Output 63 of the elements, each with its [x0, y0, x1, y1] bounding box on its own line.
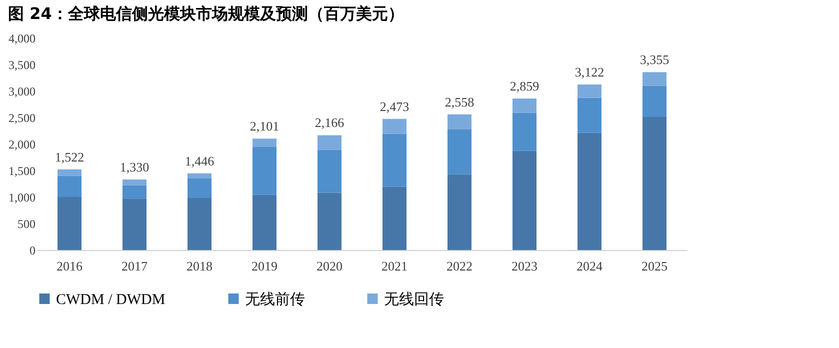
bar — [188, 178, 212, 198]
bar — [252, 146, 276, 195]
legend-label: 无线回传 — [384, 290, 444, 308]
bar — [578, 132, 602, 250]
bar — [642, 86, 666, 117]
x-tick-label: 2016 — [56, 258, 83, 274]
total-label: 2,166 — [314, 115, 345, 130]
legend-label: CWDM / DWDM — [56, 292, 166, 308]
y-tick-label: 2,000 — [8, 138, 36, 152]
total-label: 2,558 — [444, 94, 474, 110]
bar — [382, 118, 406, 134]
y-tick-label: 1,000 — [8, 190, 36, 204]
y-tick-label: 500 — [18, 217, 36, 231]
bar — [512, 98, 536, 113]
x-tick-label: 2024 — [576, 258, 603, 274]
total-label: 1,446 — [184, 153, 215, 168]
bar — [448, 174, 472, 250]
bar — [318, 135, 342, 150]
bar — [382, 186, 406, 250]
x-tick-label: 2019 — [252, 258, 278, 274]
bar — [642, 72, 666, 86]
bar — [58, 169, 82, 176]
bar — [318, 192, 342, 250]
bar — [252, 138, 276, 147]
bar — [512, 150, 536, 250]
x-tick-label: 2020 — [316, 258, 342, 274]
bar — [188, 173, 212, 178]
y-tick-label: 3,000 — [8, 84, 36, 98]
bar — [382, 134, 406, 187]
total-label: 1,522 — [54, 149, 84, 164]
bar — [448, 114, 472, 130]
bar — [122, 185, 146, 199]
total-label: 2,101 — [250, 118, 280, 134]
legend-label: 无线前传 — [245, 290, 305, 308]
x-tick-label: 2021 — [382, 258, 408, 274]
total-label: 2,473 — [380, 98, 410, 114]
x-tick-label: 2018 — [186, 258, 212, 274]
bar — [58, 197, 82, 250]
x-tick-label: 2025 — [642, 258, 668, 274]
x-tick-label: 2023 — [512, 258, 538, 274]
y-tick-label: 2,500 — [8, 111, 36, 125]
total-label: 1,330 — [120, 160, 150, 175]
bar — [642, 116, 666, 250]
bar — [188, 198, 212, 250]
total-label: 3,355 — [640, 52, 670, 68]
x-tick-label: 2017 — [122, 258, 148, 274]
bar — [318, 150, 342, 193]
bar — [448, 129, 472, 174]
y-tick-label: 4,000 — [8, 32, 36, 46]
bar — [512, 112, 536, 151]
bar — [252, 194, 276, 250]
total-label: 3,122 — [574, 64, 604, 80]
y-tick-label: 1,500 — [8, 164, 36, 178]
bar — [58, 176, 82, 197]
bar — [122, 198, 146, 250]
chart-title: 图 24：全球电信侧光模块市场规模及预测（百万美元） — [8, 4, 404, 23]
bar — [578, 84, 602, 98]
x-tick-label: 2022 — [446, 258, 472, 274]
bar — [578, 98, 602, 133]
y-tick-label: 0 — [30, 244, 36, 258]
y-tick-label: 3,500 — [8, 58, 36, 72]
bar — [122, 180, 146, 186]
total-label: 2,859 — [510, 78, 540, 94]
